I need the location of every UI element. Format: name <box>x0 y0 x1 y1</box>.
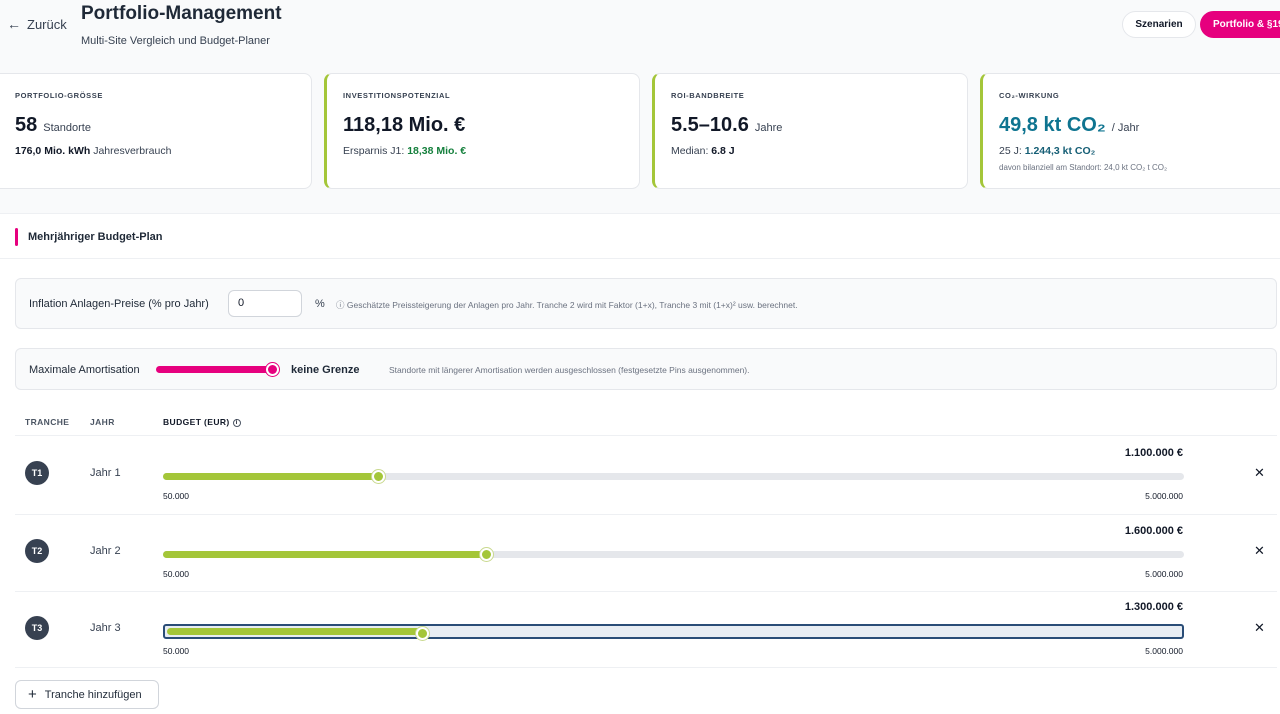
tranche-badge: T3 <box>25 616 49 640</box>
kpi-sub-text: Median: <box>671 145 709 157</box>
back-button[interactable]: ← Zurück <box>7 16 67 32</box>
tranche-badge: T2 <box>25 539 49 563</box>
inflation-label: Inflation Anlagen-Preise (% pro Jahr) <box>29 298 209 310</box>
slider-min: 50.000 <box>163 646 189 656</box>
column-budget: BUDGET (EUR) i <box>163 417 241 427</box>
budget-slider-fill <box>163 473 379 480</box>
kpi-label: PORTFOLIO-GRÖSSE <box>15 91 103 100</box>
inflation-box: Inflation Anlagen-Preise (% pro Jahr) 0 … <box>15 278 1277 329</box>
amortization-value: keine Grenze <box>291 364 360 376</box>
slider-min: 50.000 <box>163 491 189 501</box>
slider-max: 5.000.000 <box>1145 646 1183 656</box>
tranche-year: Jahr 1 <box>90 467 121 479</box>
section-accent-bar <box>15 228 18 246</box>
kpi-sub-text: Jahresverbrauch <box>93 145 172 157</box>
budget-slider-track[interactable] <box>163 470 1184 483</box>
remove-tranche-icon[interactable]: ✕ <box>1254 543 1265 558</box>
tranche-amount: 1.100.000 € <box>1124 447 1183 459</box>
kpi-value: 49,8 kt CO₂ <box>999 114 1106 136</box>
budget-slider-thumb[interactable] <box>416 627 429 640</box>
section-title: Mehrjähriger Budget-Plan <box>28 231 163 243</box>
remove-tranche-icon[interactable]: ✕ <box>1254 465 1265 480</box>
divider <box>15 591 1277 592</box>
plus-icon: + <box>28 686 37 703</box>
tranche-year: Jahr 2 <box>90 545 121 557</box>
tranche-row-1: T1 Jahr 1 1.100.000 € 50.000 5.000.000 ✕ <box>0 436 1280 514</box>
kpi-value: 58 <box>15 114 38 136</box>
inflation-input[interactable]: 0 <box>228 290 302 317</box>
divider <box>15 667 1277 668</box>
amortization-slider-thumb[interactable] <box>266 363 279 376</box>
budget-slider-thumb[interactable] <box>480 548 493 561</box>
kpi-unit: Standorte <box>43 122 91 134</box>
kpi-sub-value: 1.244,3 kt CO₂ <box>1024 145 1096 157</box>
amortization-label: Maximale Amortisation <box>29 364 140 376</box>
info-icon[interactable]: i <box>232 418 241 427</box>
kpi-value: 118,18 Mio. € <box>343 114 466 136</box>
kpi-label: INVESTITIONSPOTENZIAL <box>343 91 451 100</box>
portfolio-button[interactable]: Portfolio & §19 <box>1200 11 1280 38</box>
budget-slider-track[interactable] <box>163 624 1184 640</box>
column-budget-label: BUDGET (EUR) <box>163 417 230 427</box>
column-tranche: TRANCHE <box>25 417 70 427</box>
kpi-unit: / Jahr <box>1111 122 1140 134</box>
kpi-card-roi: ROI-BANDBREITE 5.5–10.6 Jahre Median: 6.… <box>652 73 968 189</box>
tranche-row-3: T3 Jahr 3 1.300.000 € 50.000 5.000.000 ✕ <box>0 591 1280 669</box>
add-tranche-label: Tranche hinzufügen <box>44 688 142 701</box>
amortization-hint: Standorte mit längerer Amortisation werd… <box>389 365 750 375</box>
inflation-unit: % <box>315 298 325 310</box>
slider-max: 5.000.000 <box>1145 569 1183 579</box>
budget-slider-fill <box>163 551 487 558</box>
kpi-card-co2: CO₂-WIRKUNG 49,8 kt CO₂ / Jahr 25 J: 1.2… <box>980 73 1280 189</box>
kpi-note: davon bilanziell am Standort: 24,0 kt CO… <box>999 163 1168 172</box>
scenarios-button[interactable]: Szenarien <box>1122 11 1196 38</box>
inflation-hint: ⓘ Geschätzte Preissteigerung der Anlagen… <box>336 300 798 310</box>
kpi-sub-text: Ersparnis J1: <box>343 145 405 157</box>
kpi-sub-value: 6.8 J <box>711 145 735 157</box>
kpi-card-portfolio-size: PORTFOLIO-GRÖSSE 58 Standorte 176,0 Mio.… <box>0 73 312 189</box>
kpi-card-investment: INVESTITIONSPOTENZIAL 118,18 Mio. € Ersp… <box>324 73 640 189</box>
remove-tranche-icon[interactable]: ✕ <box>1254 620 1265 635</box>
amortization-box: Maximale Amortisation keine Grenze Stand… <box>15 348 1277 390</box>
amortization-slider-track[interactable] <box>156 366 278 373</box>
budget-slider-fill <box>167 628 425 635</box>
slider-max: 5.000.000 <box>1145 491 1183 501</box>
kpi-sub-value: 176,0 Mio. kWh <box>15 145 91 157</box>
page-subtitle: Multi-Site Vergleich und Budget-Planer <box>81 35 270 47</box>
slider-min: 50.000 <box>163 569 189 579</box>
tranche-amount: 1.600.000 € <box>1124 525 1183 537</box>
add-tranche-button[interactable]: + Tranche hinzufügen <box>15 680 159 709</box>
budget-slider-track[interactable] <box>163 548 1184 561</box>
kpi-sub-text: 25 J: <box>999 145 1022 157</box>
arrow-left-icon: ← <box>7 16 21 32</box>
column-year: JAHR <box>90 417 115 427</box>
kpi-label: CO₂-WIRKUNG <box>999 91 1060 100</box>
tranche-badge: T1 <box>25 461 49 485</box>
page-title: Portfolio-Management <box>81 3 282 24</box>
kpi-label: ROI-BANDBREITE <box>671 91 745 100</box>
divider <box>15 435 1277 436</box>
kpi-value: 5.5–10.6 <box>671 114 749 136</box>
kpi-unit: Jahre <box>754 122 783 134</box>
tranche-row-2: T2 Jahr 2 1.600.000 € 50.000 5.000.000 ✕ <box>0 514 1280 592</box>
divider <box>15 514 1277 515</box>
budget-slider-thumb[interactable] <box>372 470 385 483</box>
tranche-year: Jahr 3 <box>90 622 121 634</box>
budget-plan-header: Mehrjähriger Budget-Plan <box>0 213 1280 259</box>
tranche-amount: 1.300.000 € <box>1124 601 1183 613</box>
kpi-sub-value: 18,38 Mio. € <box>407 145 467 157</box>
back-label: Zurück <box>27 16 67 32</box>
